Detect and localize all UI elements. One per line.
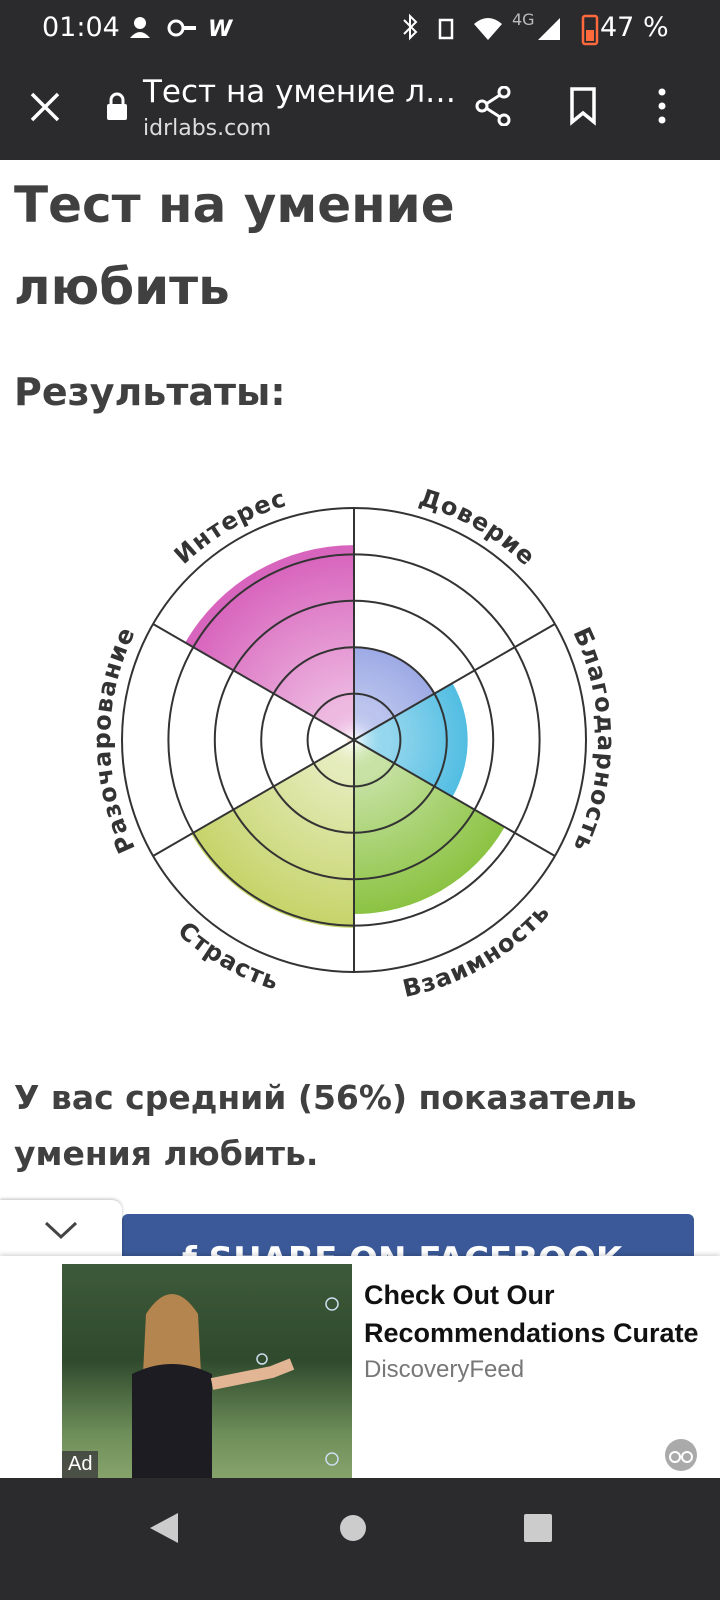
home-button[interactable]: [340, 1515, 366, 1541]
network-type: 4G: [512, 10, 535, 29]
menu-button[interactable]: [652, 86, 672, 126]
category-label-text: Доверие: [416, 483, 541, 571]
chevron: [44, 1221, 78, 1240]
recents-button[interactable]: [524, 1514, 552, 1542]
ad-badge: Ad: [62, 1451, 99, 1478]
category-label: Доверие: [416, 483, 540, 571]
sector: [354, 740, 505, 914]
sector: [347, 736, 354, 744]
ad-headline: Check Out Our Recommendations Curate: [364, 1280, 699, 1348]
category-label-text: Благодарность: [567, 623, 620, 857]
result-text: У вас средний (56%) показатель умения лю…: [14, 1078, 637, 1173]
ad-photo: [132, 1294, 339, 1478]
battery-icon: [581, 14, 599, 46]
category-label: Взаимность: [400, 898, 554, 1003]
nav-buttons: [150, 1513, 552, 1543]
svg-text:W: W: [208, 17, 234, 42]
ad-image: Ad: [62, 1264, 352, 1478]
sector: [354, 683, 468, 797]
category-label-text: Взаимность: [400, 898, 555, 1003]
clock: 01:04: [42, 12, 120, 43]
spoke: [353, 623, 556, 741]
spoke: [353, 739, 556, 857]
ad-source: DiscoveryFeed: [364, 1356, 525, 1383]
sector: [191, 740, 354, 928]
share-button[interactable]: [474, 86, 514, 126]
ad-collapse-tab[interactable]: [0, 1200, 122, 1264]
url: idrlabs.com: [143, 116, 272, 141]
category-label: Страсть: [173, 916, 282, 996]
category-label: Интерес: [169, 484, 289, 570]
sector: [185, 545, 354, 740]
bookmark-button[interactable]: [568, 86, 598, 126]
spoke: [152, 623, 355, 741]
ad-banner[interactable]: Ad Check Out Our Recommendations Curate …: [0, 1256, 720, 1478]
status-bar: 01:04 W 4G 47 %: [0, 0, 720, 60]
page-title: Тест на умение л…: [143, 74, 457, 110]
category-label: Разочарование: [88, 622, 140, 857]
heading: Тест на умение любить: [14, 176, 455, 316]
ad-choices-icon[interactable]: [664, 1438, 698, 1472]
battery-level: 47 %: [600, 12, 669, 43]
close-button[interactable]: [28, 90, 62, 124]
subheading: Результаты:: [14, 370, 286, 414]
status-icons: W: [130, 17, 234, 42]
category-label-text: Интерес: [169, 484, 290, 570]
navigation-bar: [0, 1478, 720, 1600]
back-button[interactable]: [150, 1513, 178, 1543]
category-label-text: Разочарование: [88, 622, 141, 857]
category-label: Благодарность: [567, 623, 619, 857]
browser-toolbar: Тест на умение л… idrlabs.com: [0, 60, 720, 160]
status-right-icons: [403, 13, 560, 41]
lock-icon: [107, 92, 127, 120]
category-label-text: Страсть: [173, 916, 283, 996]
spoke: [152, 739, 355, 857]
